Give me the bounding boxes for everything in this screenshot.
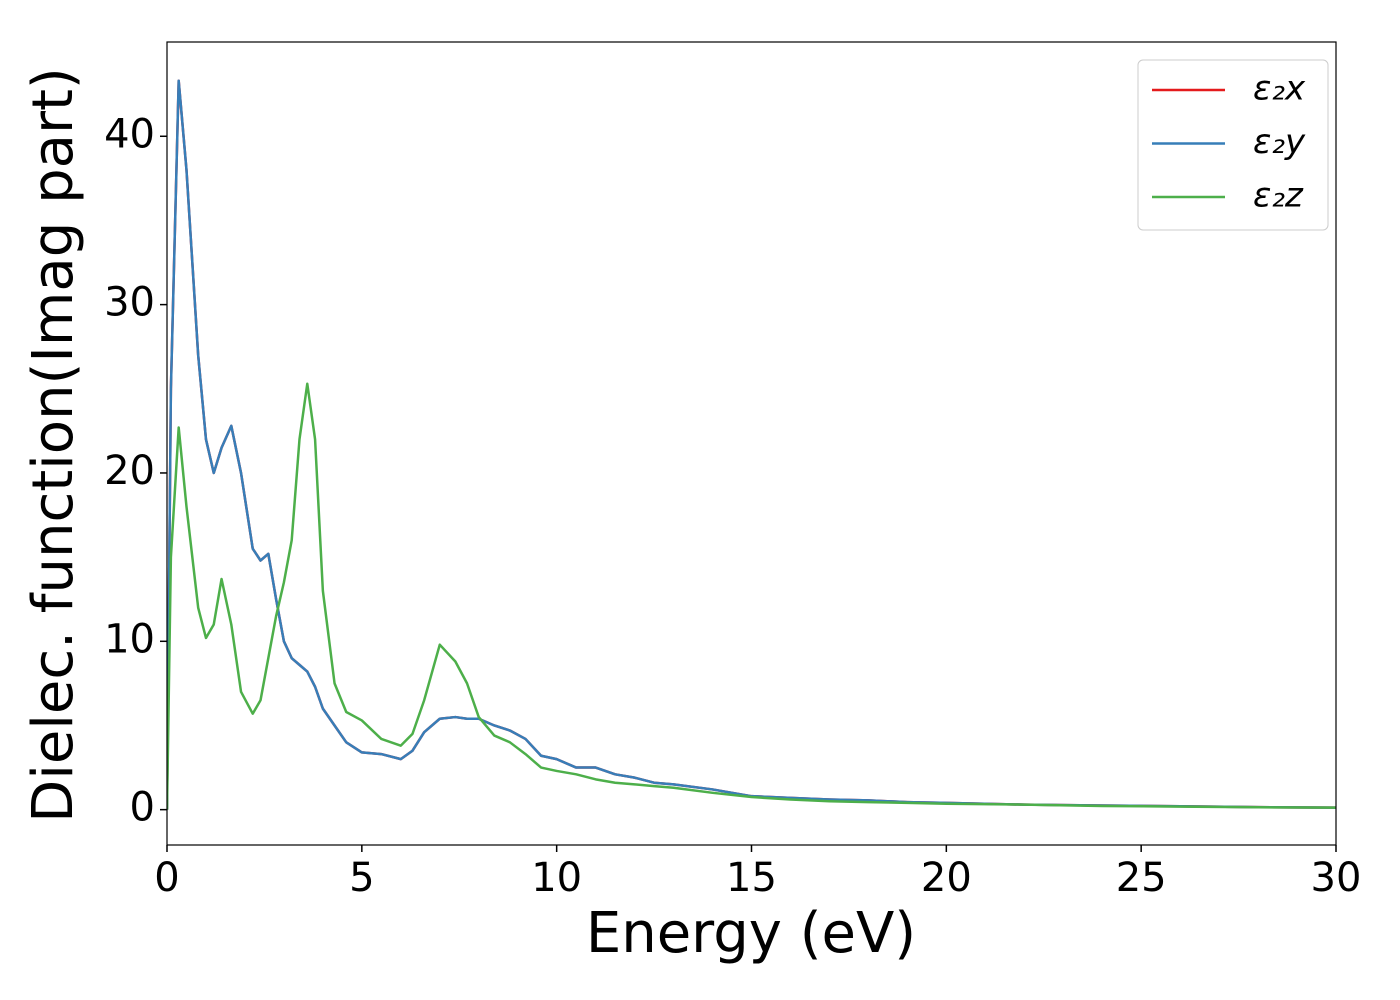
legend-box [1137, 59, 1329, 231]
legend-label: ε₂y [1253, 122, 1306, 162]
x-tick-label: 5 [349, 855, 374, 901]
y-tick-label: 10 [104, 616, 155, 662]
y-axis-label: Dielec. function(Imag part) [21, 67, 86, 823]
plot-frame [166, 41, 1337, 846]
x-tick-label: 20 [921, 855, 972, 901]
series-line [167, 79, 1336, 810]
x-axis-label: Energy (eV) [586, 901, 916, 966]
legend-label: ε₂z [1253, 176, 1304, 216]
x-tick-label: 0 [154, 855, 179, 901]
y-tick-label: 0 [130, 785, 155, 831]
x-tick-label: 15 [726, 855, 777, 901]
x-tick-label: 30 [1311, 855, 1362, 901]
series-line [167, 382, 1336, 810]
y-tick-label: 40 [104, 111, 155, 157]
y-tick-label: 20 [104, 448, 155, 494]
y-tick-label: 30 [104, 280, 155, 326]
legend-label: ε₂x [1253, 69, 1306, 109]
x-tick-label: 10 [531, 855, 582, 901]
x-tick-label: 25 [1116, 855, 1167, 901]
